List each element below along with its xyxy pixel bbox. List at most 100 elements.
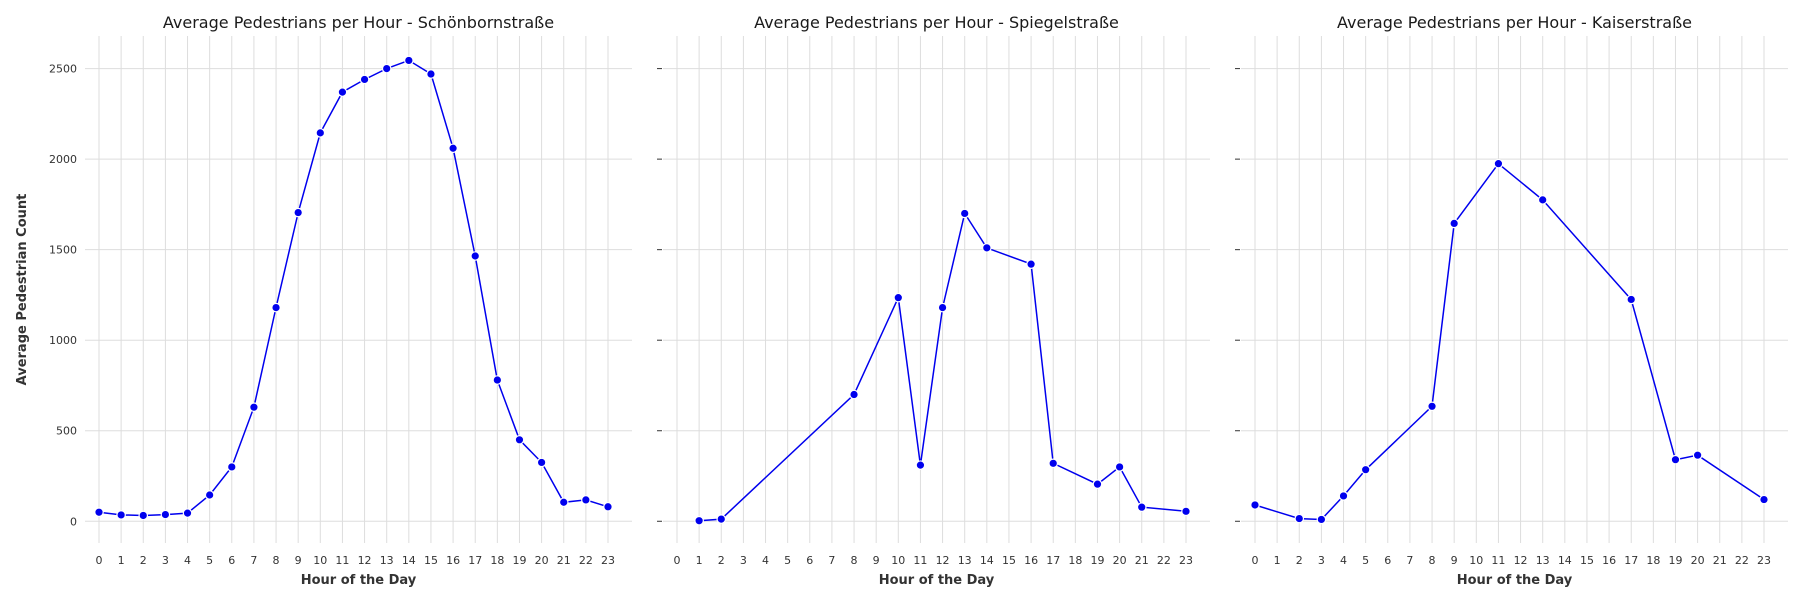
x-tick-label: 16 — [1024, 554, 1038, 567]
data-point — [581, 495, 591, 505]
x-tick-label: 15 — [424, 554, 438, 567]
data-point — [915, 460, 926, 470]
data-point — [293, 207, 303, 218]
data-point — [716, 514, 727, 524]
x-tick-label: 10 — [313, 554, 327, 567]
x-tick-label: 11 — [913, 554, 927, 567]
x-tick-label: 20 — [1691, 554, 1705, 567]
x-tick-label: 17 — [468, 554, 482, 567]
data-point — [381, 63, 392, 74]
data-point — [1626, 294, 1637, 305]
x-tick-label: 8 — [273, 554, 280, 567]
data-point — [1250, 500, 1260, 510]
x-tick-label: 14 — [1558, 554, 1572, 567]
data-point — [1092, 479, 1103, 489]
data-point — [138, 510, 149, 521]
x-tick-label: 15 — [1002, 554, 1016, 567]
x-tick-label: 23 — [1179, 554, 1193, 567]
y-tick-label: 2000 — [49, 153, 77, 166]
data-point — [249, 402, 259, 412]
data-point — [603, 501, 613, 512]
x-tick-label: 10 — [891, 554, 905, 567]
x-tick-label: 12 — [936, 554, 950, 567]
x-tick-label: 12 — [358, 554, 372, 567]
x-tick-label: 3 — [740, 554, 747, 567]
x-tick-label: 22 — [579, 554, 593, 567]
data-point — [536, 457, 547, 468]
data-point — [226, 462, 237, 472]
x-tick-label: 5 — [1362, 554, 1369, 567]
data-point — [1181, 506, 1191, 517]
data-point — [182, 508, 193, 518]
x-tick-label: 18 — [490, 554, 504, 567]
data-point — [1759, 494, 1769, 505]
x-tick-label: 11 — [335, 554, 349, 567]
x-tick-label: 2 — [1296, 554, 1303, 567]
y-tick-label: 500 — [56, 425, 77, 438]
series-line — [1254, 162, 1765, 521]
x-tick-label: 9 — [295, 554, 302, 567]
data-point — [271, 302, 281, 313]
data-point — [1493, 158, 1504, 169]
x-tick-label: 13 — [380, 554, 394, 567]
x-tick-label: 7 — [250, 554, 257, 567]
x-tick-label: 17 — [1624, 554, 1638, 567]
x-tick-label: 1 — [1274, 554, 1281, 567]
data-point — [337, 87, 348, 97]
x-tick-label: 22 — [1735, 554, 1749, 567]
data-point — [1026, 259, 1036, 269]
x-tick-label: 17 — [1046, 554, 1060, 567]
x-tick-label: 21 — [557, 554, 571, 567]
x-tick-label: 3 — [162, 554, 169, 567]
x-tick-label: 1 — [118, 554, 125, 567]
x-tick-label: 9 — [1451, 554, 1458, 567]
data-point — [558, 497, 569, 508]
data-point — [1537, 195, 1548, 205]
x-tick-label: 0 — [1252, 554, 1259, 567]
x-tick-label: 1 — [696, 554, 703, 567]
data-point — [959, 208, 970, 219]
x-tick-label: 8 — [1429, 554, 1436, 567]
data-point — [1048, 458, 1059, 469]
x-tick-label: 19 — [1668, 554, 1682, 567]
x-tick-label: 2 — [718, 554, 725, 567]
data-point — [1449, 218, 1459, 229]
x-tick-label: 23 — [1757, 554, 1771, 567]
data-point — [893, 292, 904, 303]
data-point — [694, 515, 704, 526]
x-tick-label: 19 — [512, 554, 526, 567]
data-point — [1338, 491, 1349, 501]
data-point — [359, 74, 370, 85]
subplot-3: 0 1 2 3 4 5 6 7 8 9 10 11 12 13 14 15 16 17 18 19 20 21 22 23Av… — [1235, 13, 1788, 588]
subplot-2: 0 1 2 3 4 5 6 7 8 9 10 11 12 13 14 15 16 17 18 19 20 21 22 23Av… — [657, 13, 1210, 588]
x-tick-label: 8 — [851, 554, 858, 567]
data-point — [404, 55, 414, 66]
data-point — [1427, 401, 1437, 412]
data-point — [1692, 450, 1703, 460]
data-point — [94, 507, 104, 518]
x-tick-label: 4 — [1340, 554, 1347, 567]
x-tick-label: 0 — [674, 554, 681, 567]
data-point — [1316, 514, 1327, 525]
x-tick-label: 20 — [1113, 554, 1127, 567]
x-tick-label: 13 — [958, 554, 972, 567]
x-axis-label: Hour of the Day — [879, 573, 995, 588]
data-point — [1114, 462, 1125, 472]
y-tick-label: 0 — [70, 515, 77, 528]
x-axis-label: Hour of the Day — [1457, 573, 1573, 588]
x-tick-label: 9 — [873, 554, 880, 567]
x-tick-label: 20 — [535, 554, 549, 567]
data-point — [937, 302, 948, 313]
y-axis-label: Average Pedestrian Count — [15, 194, 30, 386]
x-tick-label: 13 — [1536, 554, 1550, 567]
x-tick-label: 15 — [1580, 554, 1594, 567]
data-point — [1360, 464, 1371, 475]
data-point — [1670, 454, 1681, 465]
data-point — [1294, 513, 1305, 524]
data-point — [160, 509, 171, 520]
data-point — [492, 375, 503, 385]
x-axis-label: Hour of the Day — [301, 573, 417, 588]
x-tick-label: 22 — [1157, 554, 1171, 567]
